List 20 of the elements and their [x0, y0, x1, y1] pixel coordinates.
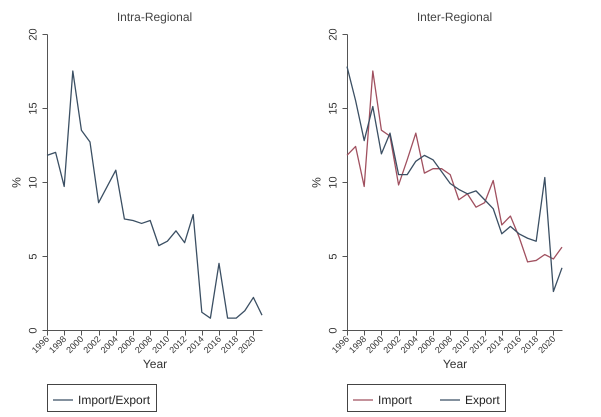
y-tick-label: 5: [28, 253, 40, 260]
x-axis-title: Year: [442, 357, 468, 372]
y-tick-label: 0: [28, 327, 40, 334]
x-axis-title: Year: [142, 357, 168, 372]
y-tick-label: 15: [28, 102, 40, 115]
legend-label: Import: [378, 393, 413, 407]
y-tick-label: 0: [328, 327, 340, 334]
y-tick-label: 20: [328, 28, 340, 41]
y-tick-label: 15: [328, 102, 340, 115]
y-tick-label: 10: [28, 176, 40, 189]
legend-label: Import/Export: [78, 393, 151, 407]
chart-title: Intra-Regional: [116, 10, 192, 24]
y-axis-title: %: [10, 176, 24, 188]
chart-title: Inter-Regional: [416, 10, 492, 24]
y-tick-label: 20: [28, 28, 40, 41]
y-axis-title: %: [310, 176, 324, 188]
y-tick-label: 10: [328, 176, 340, 189]
line-series: [46, 70, 263, 319]
legend-label: Export: [465, 393, 500, 407]
y-tick-label: 5: [328, 253, 340, 260]
